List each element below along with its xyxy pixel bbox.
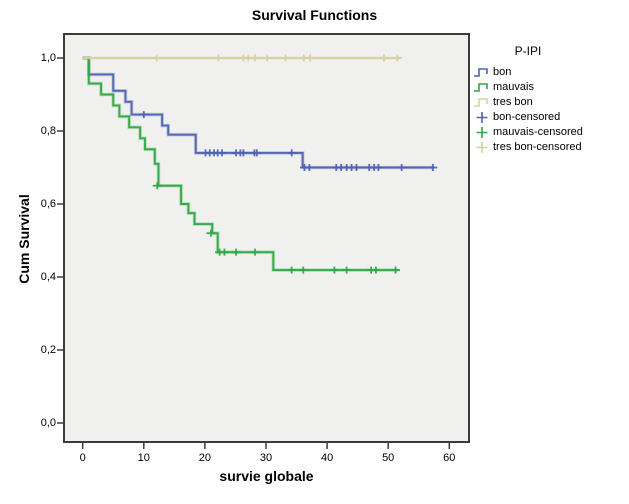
x-tick-label: 30 [259, 452, 273, 464]
x-tick-label: 50 [382, 452, 395, 464]
legend-item-label: bon-censored [493, 110, 561, 123]
series-tres-bon-censor-marks [152, 54, 402, 62]
y-tick-label: 0,4 [40, 271, 56, 283]
censored-plus-icon [476, 126, 488, 138]
x-tick-label: 0 [79, 452, 86, 464]
legend-item-label: bon [493, 65, 512, 78]
censored-plus-icon [476, 141, 488, 153]
y-tick-label: 0,2 [40, 344, 56, 356]
chart-title: Survival Functions [251, 7, 378, 23]
legend-item-label: mauvais [493, 80, 534, 93]
legend-item-mauvais: mauvais [473, 79, 626, 94]
step-line-icon [474, 82, 488, 92]
legend-item-mauvais-censored: mauvais-censored [473, 124, 626, 139]
y-tick-label: 1,0 [40, 52, 56, 64]
legend-title: P-IPI [514, 44, 542, 58]
x-tick-label: 60 [443, 452, 456, 464]
series-mauvais-curve [82, 57, 398, 272]
x-axis-label: survie globale [219, 468, 314, 484]
legend-item-label: tres bon-censored [493, 140, 582, 153]
censored-plus-icon [476, 111, 488, 123]
x-tick-label: 40 [320, 452, 334, 464]
legend-item-bon: bon [473, 64, 626, 79]
legend-item-tres-bon-censored: tres bon-censored [473, 139, 626, 154]
axis-ticks [57, 57, 451, 449]
legend-item-bon-censored: bon-censored [473, 109, 626, 124]
legend-item-tres-bon: tres bon [473, 94, 626, 109]
step-line-icon [474, 97, 488, 107]
series-mauvais-censor-marks [152, 182, 401, 274]
survival-curves [82, 54, 438, 274]
legend-item-label: tres bon [493, 95, 533, 108]
y-tick-label: 0,0 [40, 417, 56, 429]
y-tick-label: 0,8 [40, 125, 56, 137]
x-tick-label: 10 [137, 452, 150, 464]
legend-items: bon mauvais tres bon bon-censored mauvais-ce… [473, 64, 626, 154]
x-tick-label: 20 [198, 452, 212, 464]
series-bon-censor-marks [139, 111, 438, 171]
step-line-icon [474, 67, 488, 77]
legend-item-label: mauvais-censored [493, 125, 583, 138]
y-tick-label: 0,6 [40, 198, 56, 210]
